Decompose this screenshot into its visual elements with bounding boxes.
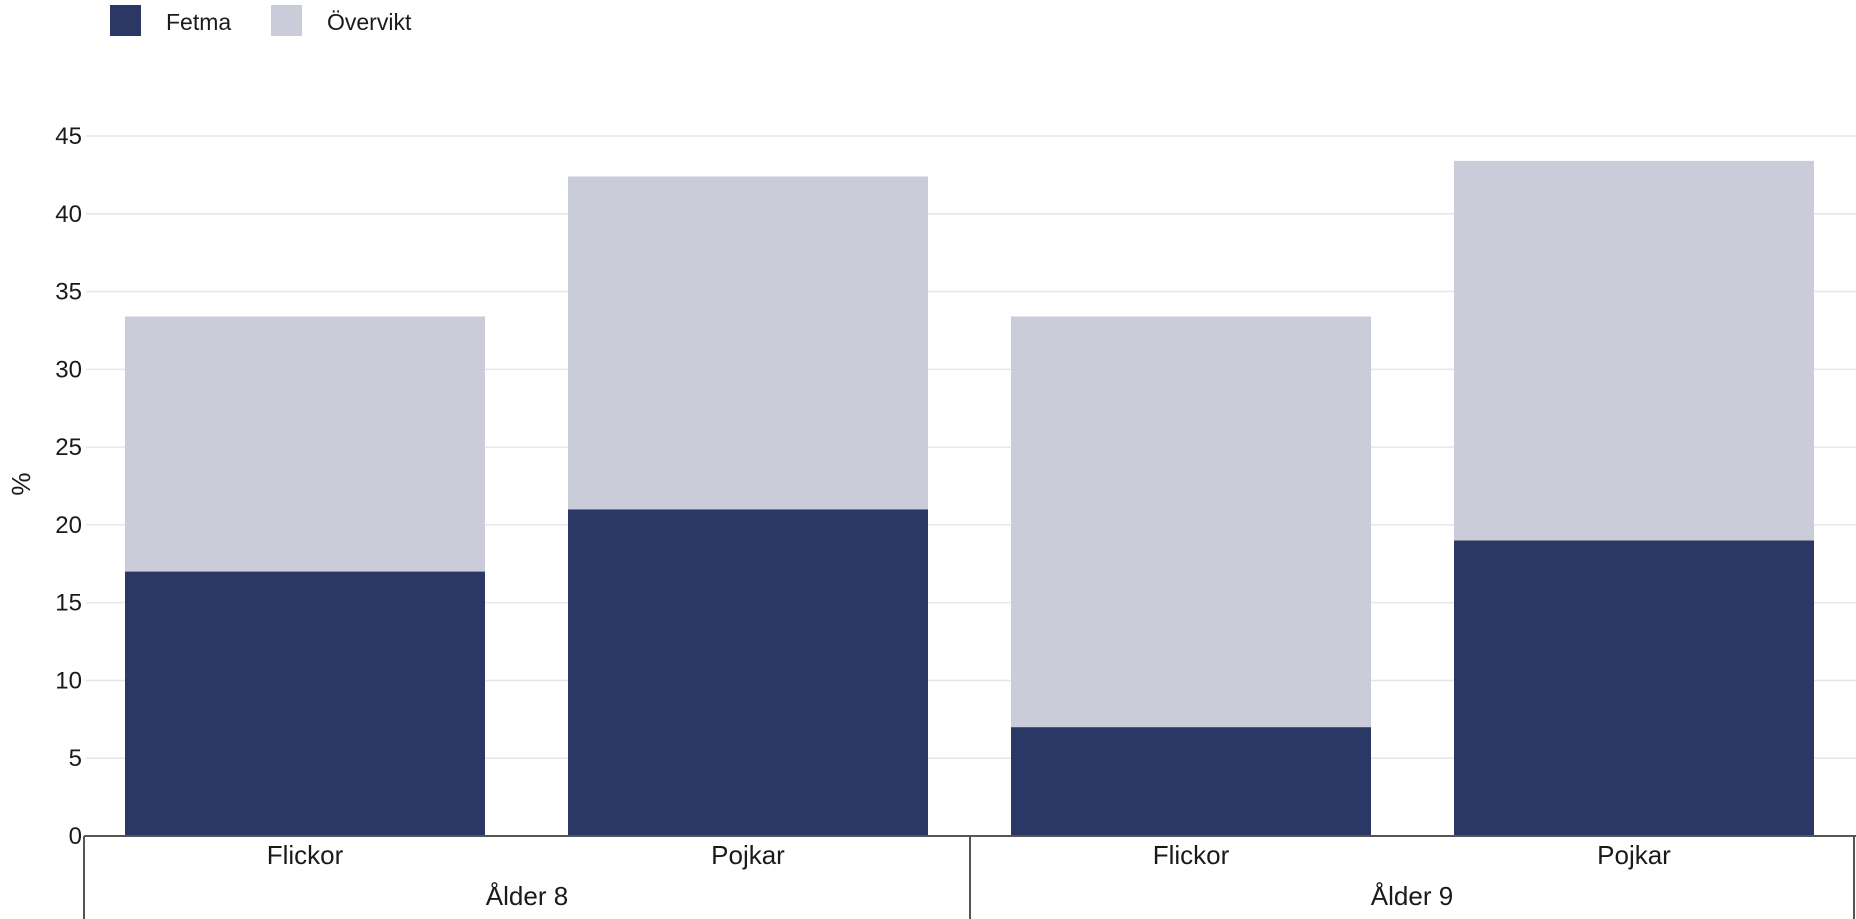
bar-4-series-2 [1454,160,1814,541]
bar-3-series-1 [1011,727,1371,836]
legend-label-2: Övervikt [327,9,412,35]
legend-swatch-1 [110,5,141,36]
bar-3-series-2 [1011,316,1371,728]
bar-2-series-2 [568,176,928,510]
x-category-label: Flickor [1153,840,1230,870]
y-tick-label: 45 [55,123,82,150]
y-tick-label: 5 [69,745,82,772]
axes [83,835,1856,919]
bar-4-series-1 [1454,540,1814,836]
y-tick-label: 15 [55,590,82,617]
y-tick-label: 30 [55,356,82,383]
x-group-label: Ålder 8 [486,881,568,911]
bar-1-series-1 [125,571,485,836]
y-tick-label: 0 [69,823,82,850]
x-category-label: Pojkar [1597,840,1671,870]
y-tick-label: 20 [55,512,82,539]
bar-1-series-2 [125,316,485,572]
y-tick-label: 35 [55,279,82,306]
legend-label-1: Fetma [166,9,231,35]
legend-swatch-2 [271,5,302,36]
x-category-labels: Flickor Pojkar Flickor Pojkar Ålder 8 Ålder 9 [267,840,1671,911]
x-category-label: Flickor [267,840,344,870]
y-axis-title: % [6,472,36,495]
y-tick-label: 25 [55,434,82,461]
x-group-label: Ålder 9 [1371,881,1453,911]
x-category-label: Pojkar [711,840,785,870]
y-tick-labels: 0 5 10 15 20 25 30 35 40 45 [55,123,82,850]
legend: Fetma Övervikt [110,5,412,36]
y-tick-label: 10 [55,667,82,694]
y-tick-label: 40 [55,201,82,228]
bar-2-series-1 [568,509,928,836]
bars [125,160,1814,836]
